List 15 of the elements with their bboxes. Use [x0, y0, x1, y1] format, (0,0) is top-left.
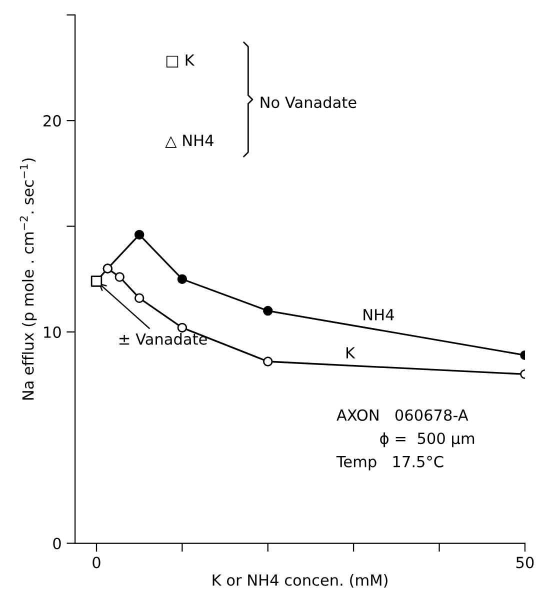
y-tick-label: 0 [53, 538, 61, 550]
annotation: AXON 060678-A [336, 409, 468, 421]
x-axis-title: K or NH4 concen. (mM) [212, 574, 388, 588]
annotation: ± Vanadate [120, 333, 207, 345]
annotation: □ K [166, 54, 195, 68]
annotation: Temp 17.5°C [336, 456, 444, 470]
x-tick-label: 50 [516, 556, 534, 568]
series-label: K [346, 347, 356, 358]
annotation: No Vanadate [260, 96, 356, 108]
y-axis-title: Na efflux (p mole . cm$^{−2}$. sec$^{−1}$) [20, 158, 37, 400]
y-tick-label: 20 [44, 115, 61, 127]
annotation: ϕ = 500 μm [380, 432, 474, 448]
series-label: NH4 [364, 309, 394, 320]
y-tick-label: 10 [44, 326, 61, 338]
annotation: △ NH4 [165, 134, 214, 148]
